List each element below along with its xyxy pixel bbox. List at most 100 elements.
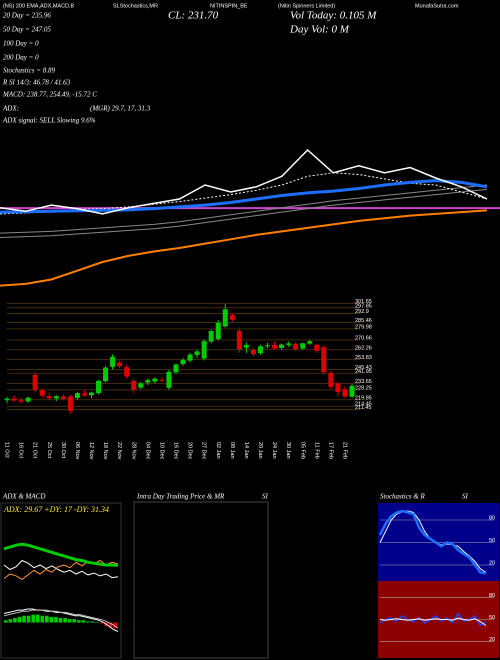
x-tick-label: 14 Jan (243, 442, 249, 459)
macd-bar (13, 618, 17, 623)
close: CL: 231.70 (168, 10, 219, 22)
y-tick-label: 279.98 (355, 324, 372, 330)
series-line (379, 617, 487, 627)
panel-title: SI (262, 493, 269, 501)
candle-body (39, 390, 45, 396)
stoch: Stochastics = 8.89 (3, 67, 55, 75)
candle-body (307, 341, 313, 344)
rsi: R SI 14/3: 46.78 / 41.63 (2, 79, 71, 87)
study-label: SLStochastics,MR (113, 3, 158, 9)
candle-body (124, 367, 130, 377)
candle-body (194, 351, 200, 356)
y-tick-label: 80 (489, 515, 495, 521)
candle-body (81, 393, 87, 396)
x-tick-label: 11 Feb (313, 442, 319, 459)
candle-body (272, 345, 278, 349)
candle-body (314, 344, 320, 351)
candle-body (201, 341, 207, 359)
panel-title: ADX & MACD (2, 493, 45, 501)
macd-bar (49, 616, 54, 623)
study-label: (NS) 200 EMA,ADX,MACD,B (3, 3, 75, 9)
y-tick-label: 214.45 (355, 402, 372, 408)
intraday-panel (133, 501, 269, 659)
macd-bar (35, 614, 40, 623)
x-tick-label: 11 Oct (4, 442, 10, 458)
x-tick-label: 16 Dec (173, 442, 179, 460)
adx-panel (0, 502, 122, 659)
day-vol: Day Vol: 0 M (289, 24, 350, 36)
series-line (3, 542, 119, 567)
macd-bar (26, 615, 31, 623)
candle-body (25, 397, 31, 402)
x-tick-label: 12 Nov (88, 442, 94, 460)
y-tick-label: 228.25 (355, 385, 372, 391)
candle-body (328, 372, 334, 387)
x-tick-label: 20 Jan (257, 442, 263, 459)
ma100: 100 Day = 0 (3, 40, 39, 48)
candle-body (74, 393, 80, 398)
macd-bar (113, 622, 118, 629)
candle-body (46, 395, 52, 399)
macd-bar (81, 620, 86, 623)
candle-body (349, 385, 355, 397)
y-tick-label: 301.65 (355, 299, 372, 305)
vol-today: Vol Today: 0.105 M (290, 10, 377, 22)
candle-body (286, 343, 292, 345)
macd-bar (95, 621, 99, 623)
candle-body (173, 364, 179, 373)
candle-body (250, 349, 256, 355)
candle-body (67, 396, 73, 411)
x-tick-label: 04 Dec (144, 442, 150, 460)
candle-body (208, 331, 214, 342)
macd-bar (90, 621, 95, 623)
candle-body (222, 309, 228, 327)
y-tick-label: 270.66 (355, 335, 372, 341)
macd-bar (45, 615, 49, 623)
macd: MACD: 238.77, 254.49, -15.72 C (2, 91, 97, 99)
candle-body (32, 374, 38, 390)
candle-body (215, 322, 221, 340)
macd-bar (76, 620, 81, 623)
candle-body (265, 345, 271, 347)
macd-bar (67, 619, 72, 623)
y-tick-label: 233.65 (355, 379, 372, 385)
y-tick-label: 219.85 (355, 395, 372, 401)
x-tick-label: 20 Dec (187, 442, 193, 460)
mgr: (MGR) 29.7, 17, 31.3 (90, 105, 151, 113)
ma20: 20 Day = 235.96 (3, 12, 51, 20)
candle-body (145, 380, 151, 383)
candle-body (229, 315, 235, 320)
macd-bar (40, 615, 45, 623)
x-tick-label: 21 Oct (32, 442, 38, 459)
y-tick-label: 80 (489, 593, 495, 599)
x-tick-label: 17 Feb (327, 442, 333, 459)
x-tick-label: 22 Nov (116, 442, 122, 460)
x-tick-label: 24 Jan (271, 442, 277, 459)
series-line (378, 509, 487, 575)
y-tick-label: 292.9 (355, 309, 369, 315)
macd-bar (22, 615, 26, 623)
macd-bar (54, 616, 58, 623)
candle-body (257, 346, 263, 354)
candle-body (187, 354, 193, 361)
candle-body (321, 347, 327, 373)
x-tick-label: 16 Oct (18, 442, 24, 459)
y-tick-label: 50 (489, 538, 495, 544)
x-tick-label: 21 Feb (342, 442, 348, 459)
macd-bar (58, 618, 63, 623)
adx-signal: ADX signal: SELL Slowing 9.6% (2, 117, 96, 125)
candle-body (138, 383, 144, 388)
x-tick-label: 18 Nov (102, 442, 108, 460)
series-line (0, 209, 488, 287)
panel-title: Intra Day Trading Price & MR (136, 493, 225, 501)
candle-body (96, 380, 102, 394)
candle-body (4, 398, 10, 401)
candle-body (117, 362, 123, 367)
series-line (0, 179, 488, 214)
y-tick-label: 297.85 (355, 303, 372, 309)
candle-body (60, 396, 66, 399)
candle-body (152, 378, 158, 382)
series-line (0, 148, 488, 215)
macd-bar (8, 619, 13, 623)
